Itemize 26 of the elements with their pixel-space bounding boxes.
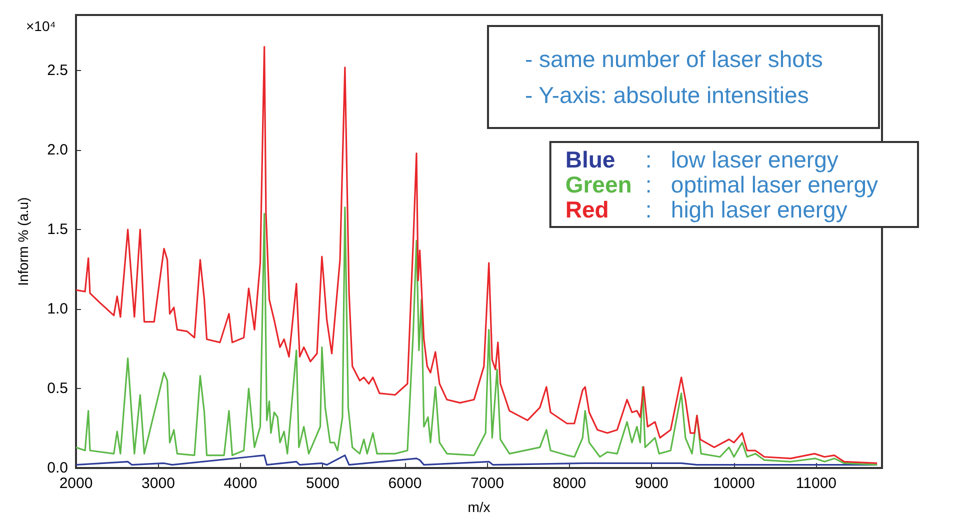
x-tick-label: 9000 (635, 475, 668, 492)
x-axis-title: m/x (468, 499, 490, 515)
x-tick-label: 3000 (142, 475, 175, 492)
line-series (75, 46, 878, 464)
text: ×10⁴ (26, 18, 56, 34)
y-tick-label: 2.0 (47, 142, 68, 159)
annotation: - same number of laser shots (525, 45, 824, 74)
x-tick-label: 4000 (224, 475, 258, 492)
text: Blue : low laser energy (565, 146, 838, 172)
x-tick-label: 10000 (713, 475, 755, 492)
annotation: - Y-axis: absolute intensities (525, 81, 810, 110)
x-tick-label: 7000 (470, 475, 504, 492)
y-tick-label: 0.5 (47, 380, 68, 398)
x-tick-label: 2000 (59, 475, 93, 492)
x-tick-label: 6000 (388, 475, 422, 492)
text: Red : high laser energy (565, 196, 848, 222)
y-axis-title: Inform % (a.u) (15, 197, 31, 286)
y-tick-label: 0.0 (47, 460, 68, 476)
text: Green : optimal laser energy (565, 172, 878, 198)
x-tick-label: 11000 (796, 475, 837, 492)
y-tick-label: 1.0 (47, 300, 68, 318)
x-tick-label: 8000 (552, 475, 586, 492)
note-box: - same number of laser shots - Y-axis: absolute intensities (487, 25, 880, 129)
y-tick-label: 1.5 (47, 221, 68, 238)
y-tick-label: 2.5 (47, 62, 68, 80)
x-tick-label: 5000 (306, 475, 340, 492)
